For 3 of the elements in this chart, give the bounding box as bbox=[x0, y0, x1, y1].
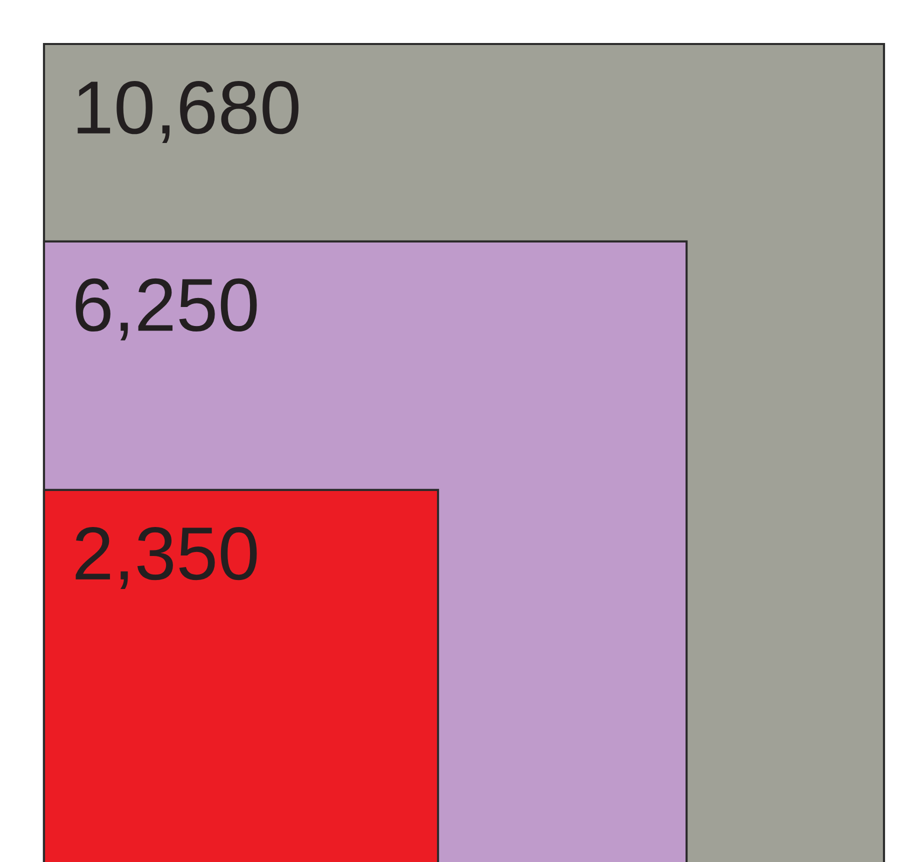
data-label: 10,680 bbox=[78, 81, 298, 143]
data-label: 2,350 bbox=[76, 526, 257, 589]
data-label: 6,250 bbox=[76, 278, 257, 340]
